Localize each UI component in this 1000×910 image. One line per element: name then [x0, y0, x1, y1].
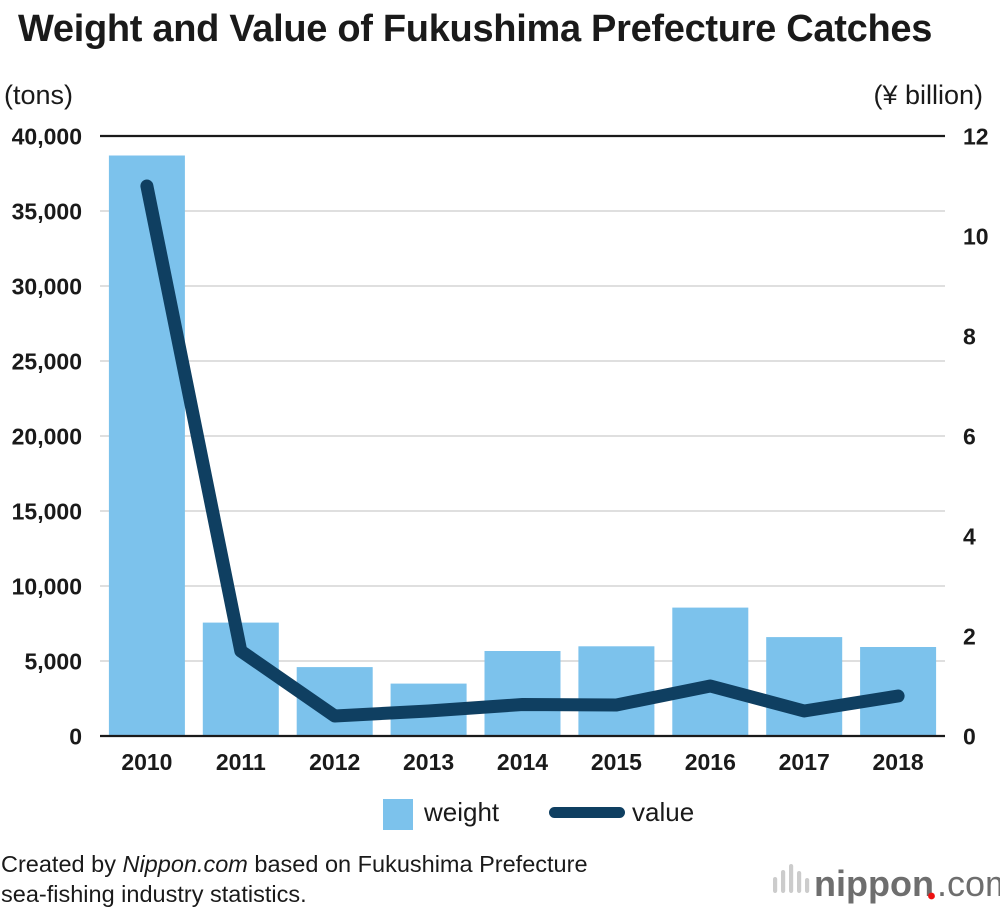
- svg-text:8: 8: [963, 324, 976, 350]
- svg-text:2016: 2016: [685, 749, 736, 775]
- svg-text:2014: 2014: [497, 749, 548, 775]
- svg-text:0: 0: [69, 724, 82, 750]
- svg-text:40,000: 40,000: [12, 124, 82, 150]
- svg-text:10,000: 10,000: [12, 574, 82, 600]
- svg-text:15,000: 15,000: [12, 499, 82, 525]
- svg-text:2018: 2018: [873, 749, 924, 775]
- svg-text:.com: .com: [937, 863, 1000, 904]
- svg-text:0: 0: [963, 724, 976, 750]
- svg-text:2013: 2013: [403, 749, 454, 775]
- svg-text:30,000: 30,000: [12, 274, 82, 300]
- svg-text:2010: 2010: [121, 749, 172, 775]
- svg-text:25,000: 25,000: [12, 349, 82, 375]
- svg-text:20,000: 20,000: [12, 424, 82, 450]
- svg-text:nippon: nippon: [814, 863, 934, 904]
- svg-text:4: 4: [963, 524, 976, 550]
- svg-text:12: 12: [963, 124, 989, 150]
- svg-text:2: 2: [963, 624, 976, 650]
- svg-text:2011: 2011: [216, 749, 266, 775]
- svg-text:5,000: 5,000: [24, 649, 82, 675]
- svg-text:2012: 2012: [309, 749, 360, 775]
- svg-text:2015: 2015: [591, 749, 642, 775]
- svg-text:2017: 2017: [779, 749, 830, 775]
- svg-text:10: 10: [963, 224, 989, 250]
- svg-text:35,000: 35,000: [12, 199, 82, 225]
- svg-text:6: 6: [963, 424, 976, 450]
